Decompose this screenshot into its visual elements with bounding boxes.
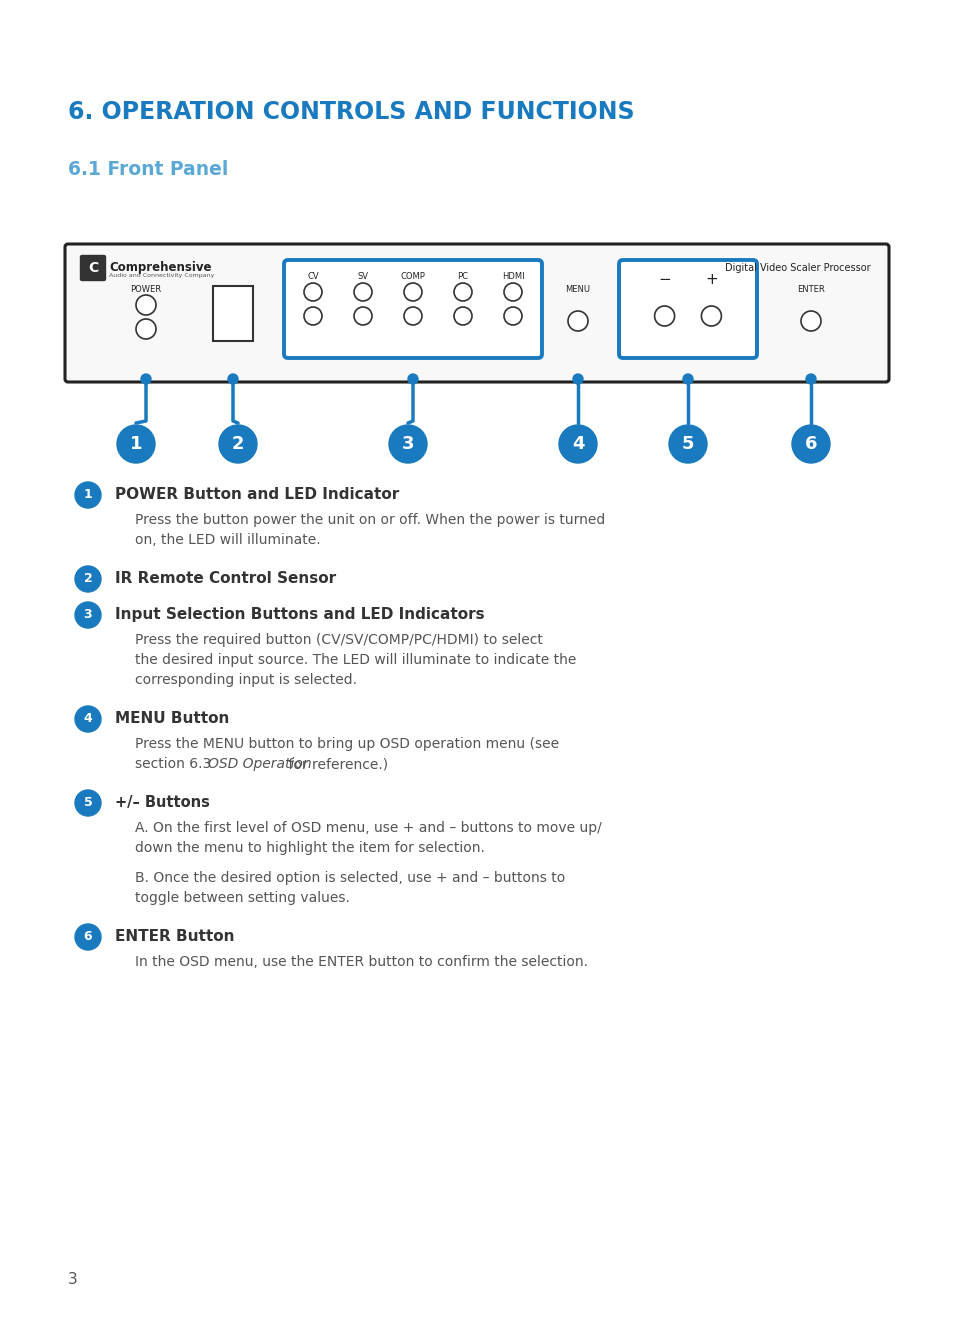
Circle shape bbox=[403, 283, 421, 301]
Circle shape bbox=[136, 295, 156, 315]
Text: IR Remote Control Sensor: IR Remote Control Sensor bbox=[115, 570, 335, 586]
Circle shape bbox=[219, 424, 256, 463]
Circle shape bbox=[304, 307, 322, 325]
Text: ENTER Button: ENTER Button bbox=[115, 929, 234, 944]
Text: 3: 3 bbox=[401, 435, 414, 453]
FancyBboxPatch shape bbox=[65, 244, 888, 382]
Text: −: − bbox=[658, 272, 670, 287]
Circle shape bbox=[454, 283, 472, 301]
Circle shape bbox=[654, 307, 674, 325]
Circle shape bbox=[136, 319, 156, 339]
Text: C: C bbox=[88, 261, 98, 274]
Circle shape bbox=[75, 482, 101, 507]
Circle shape bbox=[75, 566, 101, 592]
Text: 5: 5 bbox=[681, 435, 694, 453]
Text: 3: 3 bbox=[84, 608, 92, 621]
Text: section 6.3: section 6.3 bbox=[135, 757, 215, 771]
Text: 6: 6 bbox=[804, 435, 817, 453]
Circle shape bbox=[573, 374, 582, 384]
Text: 4: 4 bbox=[84, 712, 92, 726]
FancyBboxPatch shape bbox=[80, 256, 106, 280]
Text: on, the LED will illuminate.: on, the LED will illuminate. bbox=[135, 533, 320, 548]
Circle shape bbox=[141, 374, 151, 384]
Text: OSD Operation: OSD Operation bbox=[208, 757, 312, 771]
Text: 2: 2 bbox=[232, 435, 244, 453]
Text: CV: CV bbox=[307, 272, 318, 281]
Circle shape bbox=[403, 307, 421, 325]
Text: +/– Buttons: +/– Buttons bbox=[115, 795, 210, 810]
Text: Input Selection Buttons and LED Indicators: Input Selection Buttons and LED Indicato… bbox=[115, 607, 484, 623]
Circle shape bbox=[75, 706, 101, 732]
Circle shape bbox=[805, 374, 815, 384]
Text: 1: 1 bbox=[84, 489, 92, 502]
Circle shape bbox=[304, 283, 322, 301]
Text: Digital Video Scaler Processor: Digital Video Scaler Processor bbox=[724, 262, 870, 273]
Text: 6. OPERATION CONTROLS AND FUNCTIONS: 6. OPERATION CONTROLS AND FUNCTIONS bbox=[68, 100, 634, 125]
Circle shape bbox=[228, 374, 237, 384]
Circle shape bbox=[389, 424, 427, 463]
Text: corresponding input is selected.: corresponding input is selected. bbox=[135, 674, 356, 687]
Text: MENU Button: MENU Button bbox=[115, 711, 229, 726]
Circle shape bbox=[408, 374, 417, 384]
Text: 5: 5 bbox=[84, 797, 92, 810]
Text: 3: 3 bbox=[68, 1272, 77, 1287]
Circle shape bbox=[801, 311, 821, 331]
Text: POWER: POWER bbox=[131, 285, 161, 295]
Text: Press the required button (CV/SV/COMP/PC/HDMI) to select: Press the required button (CV/SV/COMP/PC… bbox=[135, 633, 542, 647]
Text: Press the button power the unit on or off. When the power is turned: Press the button power the unit on or of… bbox=[135, 513, 604, 528]
Text: for reference.): for reference.) bbox=[283, 757, 387, 771]
Circle shape bbox=[75, 924, 101, 949]
Circle shape bbox=[567, 311, 587, 331]
FancyBboxPatch shape bbox=[284, 260, 541, 358]
Circle shape bbox=[700, 307, 720, 325]
Circle shape bbox=[682, 374, 692, 384]
Text: down the menu to highlight the item for selection.: down the menu to highlight the item for … bbox=[135, 841, 484, 856]
Text: the desired input source. The LED will illuminate to indicate the: the desired input source. The LED will i… bbox=[135, 653, 576, 667]
FancyBboxPatch shape bbox=[618, 260, 757, 358]
Text: +: + bbox=[704, 272, 717, 287]
Circle shape bbox=[791, 424, 829, 463]
Text: 1: 1 bbox=[130, 435, 142, 453]
Text: COMP: COMP bbox=[400, 272, 425, 281]
Circle shape bbox=[503, 283, 521, 301]
Text: SV: SV bbox=[357, 272, 368, 281]
Text: 6: 6 bbox=[84, 931, 92, 944]
Text: 2: 2 bbox=[84, 573, 92, 585]
Circle shape bbox=[75, 603, 101, 628]
Text: Comprehensive: Comprehensive bbox=[109, 261, 212, 274]
Circle shape bbox=[558, 424, 597, 463]
Circle shape bbox=[354, 283, 372, 301]
Text: toggle between setting values.: toggle between setting values. bbox=[135, 890, 350, 905]
Text: HDMI: HDMI bbox=[501, 272, 524, 281]
Circle shape bbox=[354, 307, 372, 325]
Text: MENU: MENU bbox=[565, 285, 590, 295]
Circle shape bbox=[75, 790, 101, 815]
Text: Audio and Connectivity Company: Audio and Connectivity Company bbox=[109, 273, 214, 279]
Circle shape bbox=[503, 307, 521, 325]
Text: Press the MENU button to bring up OSD operation menu (see: Press the MENU button to bring up OSD op… bbox=[135, 736, 558, 751]
Bar bbox=[213, 287, 253, 341]
Text: B. Once the desired option is selected, use + and – buttons to: B. Once the desired option is selected, … bbox=[135, 870, 565, 885]
Text: ENTER: ENTER bbox=[797, 285, 824, 295]
Text: In the OSD menu, use the ENTER button to confirm the selection.: In the OSD menu, use the ENTER button to… bbox=[135, 955, 587, 969]
Text: 6.1 Front Panel: 6.1 Front Panel bbox=[68, 159, 228, 179]
Text: 4: 4 bbox=[571, 435, 583, 453]
Circle shape bbox=[117, 424, 154, 463]
Text: A. On the first level of OSD menu, use + and – buttons to move up/: A. On the first level of OSD menu, use +… bbox=[135, 821, 601, 836]
Circle shape bbox=[454, 307, 472, 325]
Text: PC: PC bbox=[457, 272, 468, 281]
Circle shape bbox=[668, 424, 706, 463]
Text: POWER Button and LED Indicator: POWER Button and LED Indicator bbox=[115, 487, 399, 502]
